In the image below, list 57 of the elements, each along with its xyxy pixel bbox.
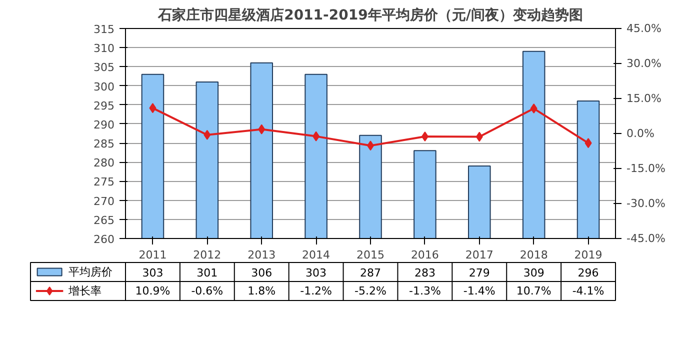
x-tick-label: 2017 [465, 248, 494, 262]
legend-label: 平均房价 [68, 266, 113, 278]
y-tick-label: 260 [94, 233, 115, 246]
data-label: 303 [142, 266, 164, 280]
y-tick-label: 270 [94, 194, 115, 208]
data-label: 10.7% [516, 284, 552, 298]
y-tick-label: 275 [94, 176, 115, 189]
point [258, 124, 266, 134]
point [476, 132, 483, 142]
x-tick-label: 2015 [356, 248, 385, 262]
y2-tick-label: -15.0% [626, 162, 666, 175]
point [584, 138, 592, 148]
data-label: -0.6% [191, 284, 224, 298]
point [204, 130, 211, 140]
data-label: 296 [578, 266, 599, 280]
y2-tick-label: 15.0% [626, 92, 662, 105]
data-label: -1.3% [408, 284, 441, 298]
y-tick-label: 265 [94, 214, 115, 227]
data-label: 287 [360, 266, 381, 280]
point [530, 104, 538, 114]
data-label: 301 [196, 266, 218, 280]
y2-tick-label: 45.0% [626, 22, 662, 35]
x-tick-label: 2016 [410, 248, 439, 262]
x-tick-label: 2019 [574, 248, 602, 262]
legend-label: 增长率 [68, 284, 102, 298]
data-label: 309 [523, 266, 544, 280]
y-tick-label: 300 [94, 80, 115, 94]
data-label: 1.8% [248, 284, 276, 298]
data-label: -1.4% [463, 284, 496, 298]
chart-title: 石家庄市四星级酒店2011-2019年平均房价（元/间夜）变动趋势图 [157, 6, 583, 24]
y2-tick-label: -45.0% [626, 232, 666, 245]
point [312, 131, 320, 142]
data-label: 303 [306, 266, 327, 280]
point [149, 103, 156, 114]
point [421, 132, 428, 142]
data-label: -4.1% [572, 284, 604, 298]
y-tick-label: 295 [94, 99, 115, 112]
y2-tick-label: 0.0% [626, 127, 654, 140]
x-tick-label: 2013 [248, 248, 276, 262]
y-tick-label: 285 [94, 138, 115, 151]
y2-tick-label: 30.0% [626, 57, 662, 70]
x-tick-label: 2011 [138, 248, 167, 262]
x-tick-label: 2012 [193, 248, 222, 262]
data-label: 10.9% [135, 284, 170, 298]
x-tick-label: 2018 [520, 248, 548, 262]
y-tick-label: 315 [94, 23, 115, 36]
x-tick-label: 2014 [302, 248, 330, 262]
y-tick-label: 290 [94, 118, 115, 132]
y2-tick-label: -30.0% [626, 197, 666, 210]
y-tick-label: 305 [94, 61, 115, 74]
data-label: -1.2% [300, 284, 332, 298]
y-tick-label: 310 [94, 42, 115, 56]
data-label: 306 [251, 266, 272, 280]
data-label: -5.2% [354, 284, 386, 298]
y-tick-label: 280 [94, 156, 115, 170]
data-label: 283 [414, 266, 436, 280]
data-label: 279 [468, 266, 490, 280]
